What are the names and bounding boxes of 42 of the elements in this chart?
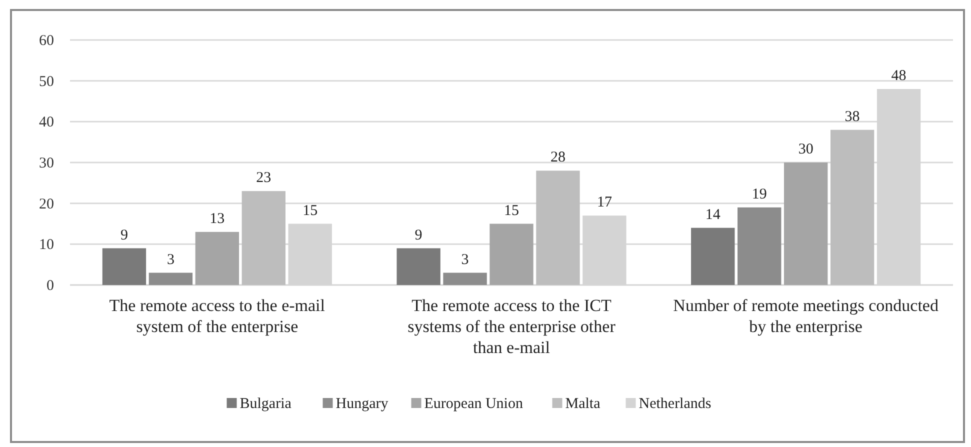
- x-tick-label: The remote access to the ICT systems of the enterprise other than e-mail: [408, 296, 616, 357]
- data-label: 13: [210, 210, 225, 227]
- data-label: 23: [256, 170, 272, 186]
- data-label: 3: [166, 252, 174, 268]
- data-label: 48: [891, 68, 906, 84]
- data-label: 38: [844, 108, 860, 125]
- data-label: 15: [504, 202, 519, 219]
- bar: [738, 207, 782, 285]
- data-label: 17: [596, 194, 612, 211]
- bar: [490, 224, 534, 285]
- legend-label: Netherlands: [638, 396, 712, 412]
- y-tick-label: 20: [39, 196, 54, 212]
- x-tick-label: Number of remote meetings conducted by the enterprise: [673, 296, 939, 336]
- data-label: 15: [302, 202, 318, 219]
- legend-label: European Union: [424, 396, 524, 412]
- data-label: 28: [550, 150, 566, 166]
- x-tick-label: The remote access to the e-mail system of the enterprise: [109, 296, 326, 336]
- y-tick-label: 30: [39, 156, 54, 172]
- data-label: 9: [414, 227, 422, 244]
- data-label: 30: [798, 142, 814, 158]
- y-tick-label: 10: [39, 237, 54, 254]
- data-label: 9: [120, 227, 128, 244]
- legend-label: Bulgaria: [240, 396, 292, 412]
- data-label: 14: [705, 206, 721, 223]
- data-label: 3: [461, 252, 469, 268]
- y-tick-label: 0: [46, 278, 54, 294]
- bar: [195, 232, 240, 285]
- bar: [148, 272, 193, 285]
- bar: [691, 228, 735, 285]
- bar: [830, 130, 874, 285]
- bar: [784, 162, 828, 285]
- bar: [396, 248, 440, 285]
- y-tick-label: 60: [39, 33, 54, 49]
- y-tick-label: 40: [39, 114, 54, 131]
- bar: [536, 170, 580, 285]
- bar: [242, 191, 286, 285]
- legend-label: Malta: [565, 396, 601, 412]
- bar: [443, 272, 487, 285]
- legend-label: Hungary: [336, 396, 389, 412]
- y-tick-label: 50: [39, 74, 54, 90]
- data-label: 19: [752, 186, 767, 202]
- bar: [102, 248, 146, 285]
